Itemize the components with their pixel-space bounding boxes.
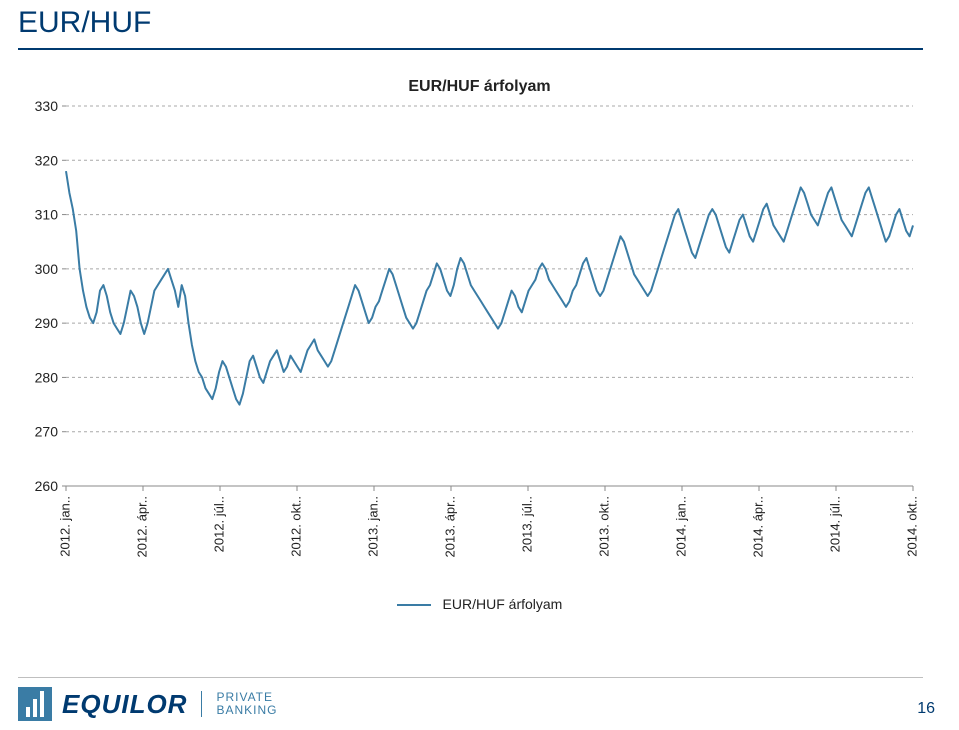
brand-sub2: BANKING (216, 704, 277, 717)
legend-swatch (397, 604, 431, 606)
svg-text:2014. ápr..: 2014. ápr.. (750, 496, 765, 557)
chart-legend: EUR/HUF árfolyam (0, 596, 959, 612)
svg-text:2013. okt..: 2013. okt.. (596, 496, 611, 557)
footer: EQUILOR PRIVATE BANKING 16 (0, 674, 959, 730)
svg-text:270: 270 (35, 424, 59, 440)
line-chart: 260 270 280 290 300 310 320 330 2012. jan.. 2012.… (18, 96, 923, 566)
svg-text:2013. júl..: 2013. júl.. (519, 496, 534, 552)
svg-text:260: 260 (35, 478, 59, 494)
logo-mark-icon (18, 687, 52, 721)
chart-title: EUR/HUF árfolyam (0, 78, 959, 96)
svg-text:2014. jan..: 2014. jan.. (673, 496, 688, 557)
brand-name: EQUILOR (62, 689, 187, 720)
svg-text:290: 290 (35, 315, 59, 331)
svg-text:2012. okt..: 2012. okt.. (288, 496, 303, 557)
svg-text:300: 300 (35, 261, 59, 277)
svg-text:2012. júl..: 2012. júl.. (211, 496, 226, 552)
svg-text:320: 320 (35, 152, 59, 168)
svg-text:2014. júl..: 2014. júl.. (827, 496, 842, 552)
page-number: 16 (917, 700, 935, 718)
page-title: EUR/HUF (18, 6, 151, 40)
svg-text:2012. jan..: 2012. jan.. (57, 496, 72, 557)
svg-text:2012. ápr..: 2012. ápr.. (134, 496, 149, 557)
svg-text:280: 280 (35, 369, 59, 385)
title-underline (18, 48, 923, 50)
legend-label: EUR/HUF árfolyam (443, 596, 563, 612)
svg-text:2013. ápr..: 2013. ápr.. (442, 496, 457, 557)
svg-text:330: 330 (35, 98, 59, 114)
svg-text:2014. okt..: 2014. okt.. (904, 496, 919, 557)
footer-rule (18, 677, 923, 678)
svg-text:310: 310 (35, 207, 59, 223)
brand-logo: EQUILOR PRIVATE BANKING (18, 686, 277, 722)
svg-text:2013. jan..: 2013. jan.. (365, 496, 380, 557)
brand-subtitle: PRIVATE BANKING (201, 691, 277, 717)
